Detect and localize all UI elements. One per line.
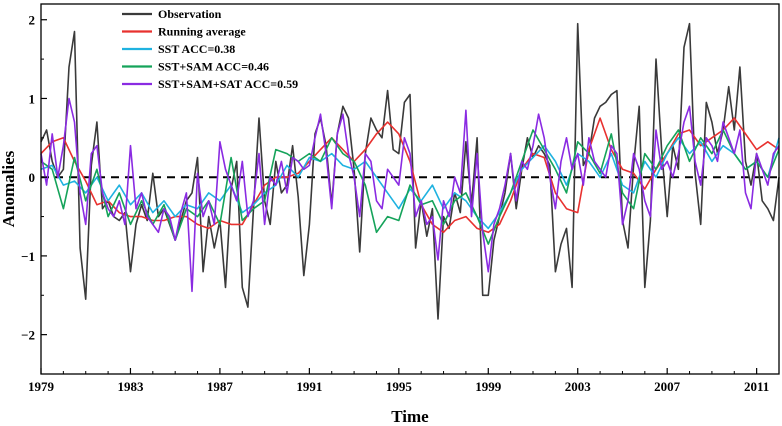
y-tick-label: 0 [29, 170, 36, 185]
x-tick-label: 2011 [744, 379, 769, 394]
series-line-3 [40, 129, 780, 245]
x-tick-label: 2007 [654, 379, 681, 394]
y-tick-label: 1 [29, 91, 36, 106]
series-line-0 [40, 22, 780, 320]
series-line-1 [40, 117, 780, 234]
legend-label-4: SST+SAM+SAT ACC=0.59 [158, 77, 298, 91]
x-tick-label: 1999 [475, 379, 502, 394]
x-tick-label: 1987 [207, 379, 234, 394]
x-tick-label: 1983 [117, 379, 144, 394]
series-line-4 [40, 97, 780, 293]
plot-frame [40, 3, 780, 375]
axes: 1979 1983 1987 1991 1995 1999 2003 2007 2011 −2 −1… [21, 13, 769, 394]
legend-label-2: SST ACC=0.38 [158, 42, 235, 56]
legend: Observation Running average SST ACC=0.38 SS… [122, 7, 298, 91]
x-tick-label: 1991 [296, 379, 322, 394]
x-tick-label: 2003 [565, 379, 592, 394]
legend-label-1: Running average [158, 25, 246, 39]
x-tick-label: 1995 [386, 379, 413, 394]
y-tick-label: −2 [21, 328, 35, 343]
y-tick-label: 2 [29, 13, 36, 28]
legend-label-3: SST+SAM ACC=0.46 [158, 60, 269, 74]
series-line-2 [40, 137, 780, 230]
series-layer [40, 22, 780, 320]
legend-label-0: Observation [158, 7, 222, 21]
x-axis-title: Time [391, 407, 429, 426]
y-axis-title: Anomalies [0, 150, 18, 227]
y-tick-label: −1 [21, 249, 35, 264]
x-tick-label: 1979 [28, 379, 55, 394]
